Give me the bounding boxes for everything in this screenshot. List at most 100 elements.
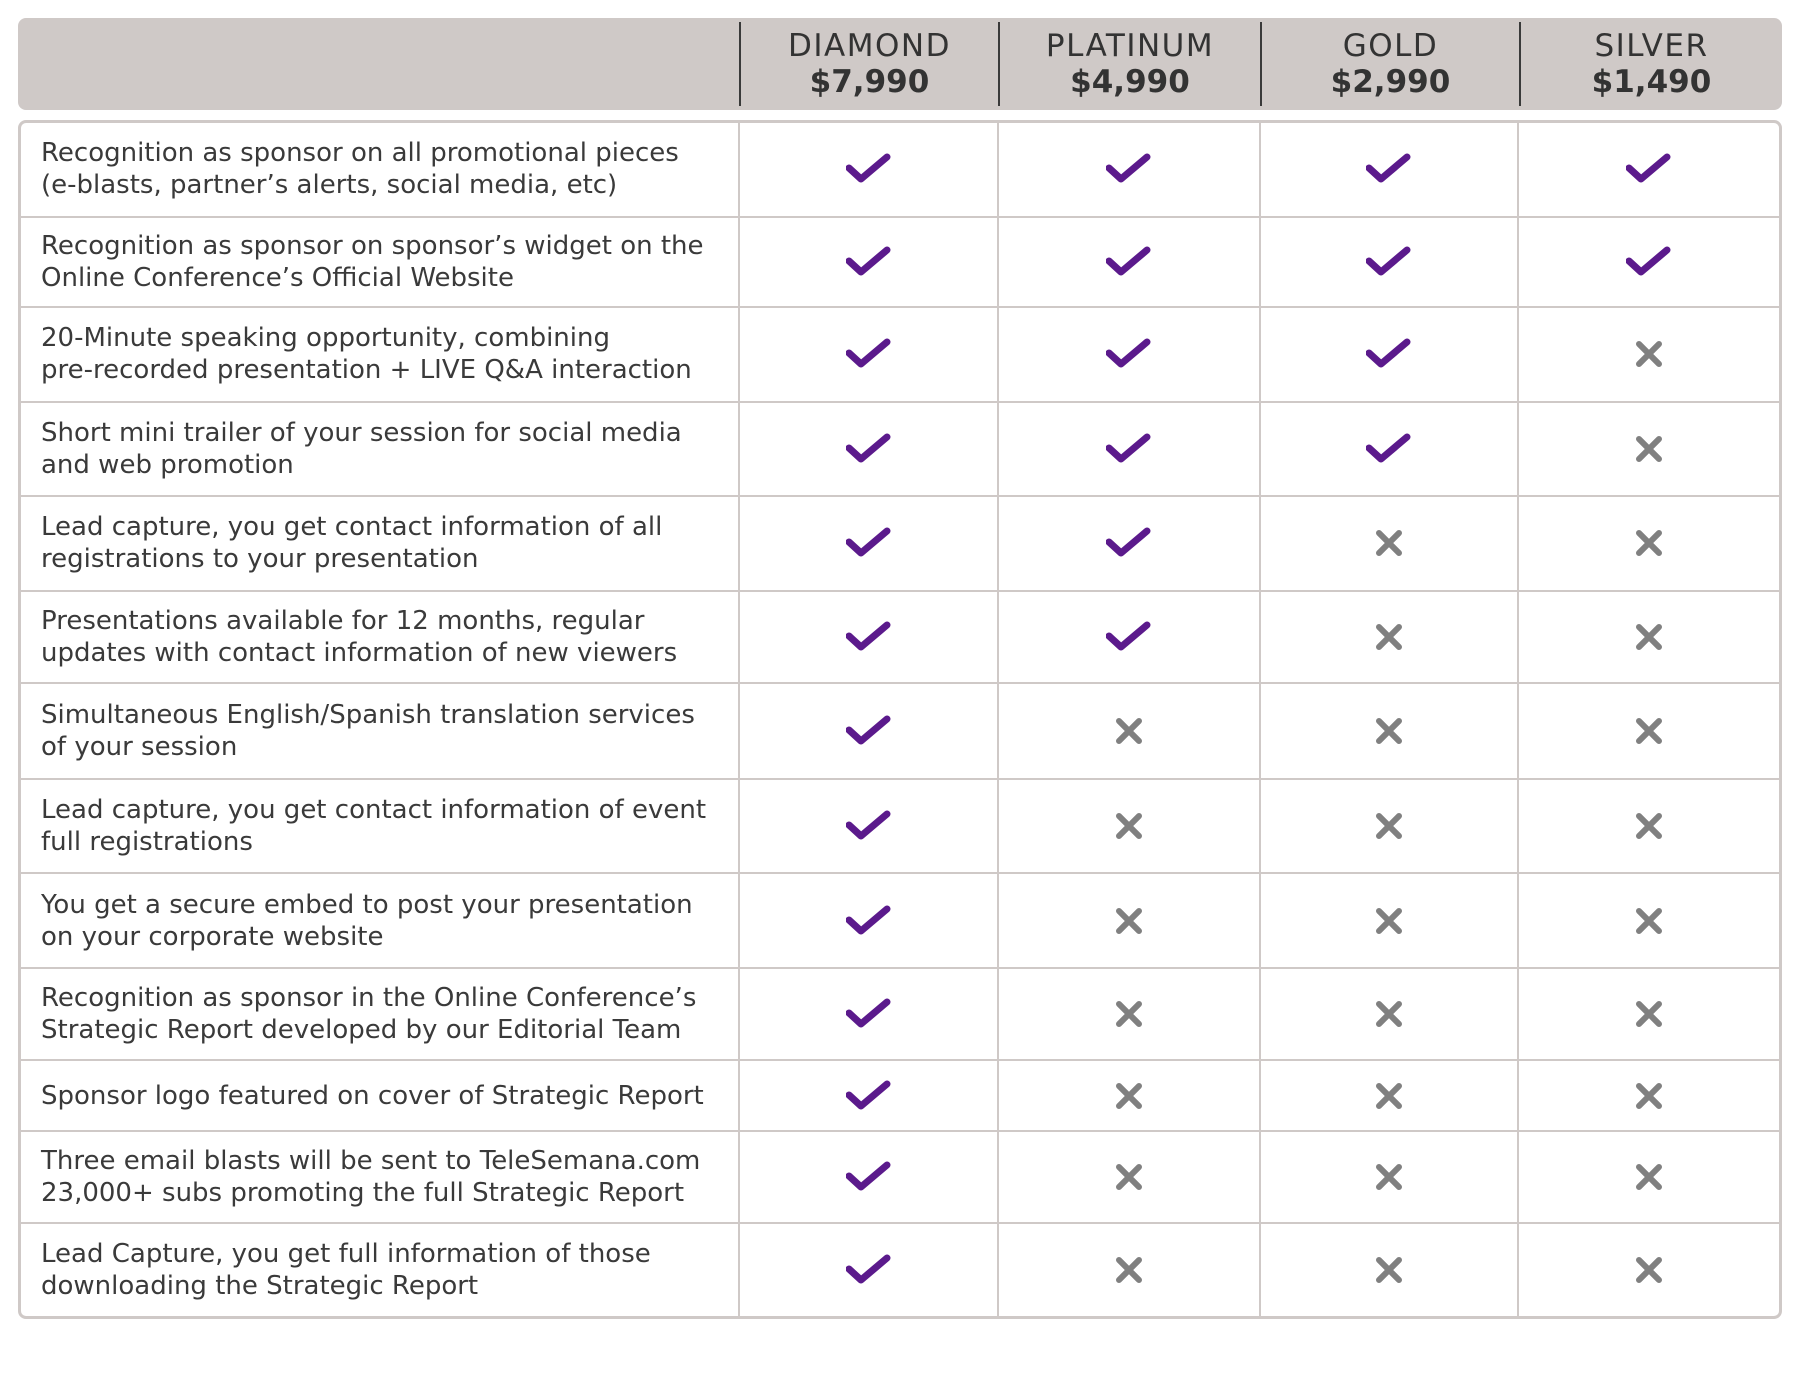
feature-text-line: Strategic Report developed by our Editor… xyxy=(41,1015,682,1046)
checkmark-icon xyxy=(845,621,891,651)
tier-platinum-cell xyxy=(997,591,1259,683)
tier-gold-cell xyxy=(1258,874,1518,967)
tier-gold-header: GOLD $2,990 xyxy=(1260,22,1519,106)
table-row: Recognition as sponsor in the Online Con… xyxy=(21,966,1779,1060)
tier-silver-cell xyxy=(1517,779,1779,873)
table-row: 20-Minute speaking opportunity, combinin… xyxy=(21,306,1779,401)
tier-gold-cell xyxy=(1258,402,1518,496)
tier-diamond-header: DIAMOND $7,990 xyxy=(739,22,998,106)
feature-text-line: You get a secure embed to post your pres… xyxy=(41,889,693,920)
table-row: Simultaneous English/Spanish translation… xyxy=(21,682,1779,778)
tier-diamond-cell xyxy=(737,874,998,967)
feature-description: Lead capture, you get contact informatio… xyxy=(21,780,738,873)
tier-diamond-cell xyxy=(737,1224,998,1317)
tier-diamond-cell xyxy=(737,1131,998,1223)
tier-platinum-cell xyxy=(997,1061,1259,1130)
feature-description: Simultaneous English/Spanish translation… xyxy=(21,684,738,778)
cross-icon xyxy=(1376,1082,1403,1109)
tier-gold-cell xyxy=(1258,1224,1518,1317)
tier-silver-cell xyxy=(1517,123,1779,216)
feature-description: Presentations available for 12 months, r… xyxy=(21,592,738,683)
cross-icon xyxy=(1116,907,1143,934)
feature-text-line: 20-Minute speaking opportunity, combinin… xyxy=(41,323,610,354)
feature-description: You get a secure embed to post your pres… xyxy=(21,874,738,967)
tier-platinum-cell xyxy=(997,497,1259,590)
tier-platinum-cell xyxy=(997,1131,1259,1223)
cross-icon xyxy=(1636,1082,1663,1109)
tier-platinum-cell xyxy=(997,217,1259,307)
feature-description: Short mini trailer of your session for s… xyxy=(21,403,738,496)
tier-silver-cell xyxy=(1517,217,1779,307)
cross-icon xyxy=(1376,1001,1403,1028)
feature-text-line: Online Conference’s Official Website xyxy=(41,262,514,293)
feature-text-line: Recognition as sponsor on sponsor’s widg… xyxy=(41,230,704,261)
tier-gold-cell xyxy=(1258,123,1518,216)
tier-platinum-cell xyxy=(997,684,1259,778)
tier-diamond-cell xyxy=(737,779,998,873)
tier-diamond-cell xyxy=(737,1061,998,1130)
tier-gold-cell xyxy=(1258,308,1518,401)
feature-description: Recognition as sponsor on all promotiona… xyxy=(21,123,738,216)
feature-text-line: updates with contact information of new … xyxy=(41,637,678,668)
checkmark-icon xyxy=(1626,246,1671,276)
table-row: Lead capture, you get contact informatio… xyxy=(21,777,1779,873)
tier-name: PLATINUM xyxy=(1045,28,1215,64)
cross-icon xyxy=(1636,530,1663,557)
tier-silver-cell xyxy=(1517,1131,1779,1223)
tier-silver-cell xyxy=(1517,308,1779,401)
cross-icon xyxy=(1116,717,1143,744)
cross-icon xyxy=(1636,1001,1663,1028)
checkmark-icon xyxy=(1106,621,1151,651)
table-row: Three email blasts will be sent to TeleS… xyxy=(21,1129,1779,1223)
checkmark-icon xyxy=(845,1254,891,1284)
checkmark-icon xyxy=(845,246,891,276)
checkmark-icon xyxy=(1106,246,1151,276)
tier-gold-cell xyxy=(1258,1131,1518,1223)
tier-diamond-cell xyxy=(737,308,998,401)
feature-text-line: Simultaneous English/Spanish translation… xyxy=(41,699,695,730)
tier-price: $2,990 xyxy=(1330,64,1451,100)
tier-silver-cell xyxy=(1517,1224,1779,1317)
feature-description: Sponsor logo featured on cover of Strate… xyxy=(21,1061,738,1130)
checkmark-icon xyxy=(1106,527,1151,557)
tier-gold-cell xyxy=(1258,1061,1518,1130)
tier-price: $7,990 xyxy=(809,64,930,100)
feature-text-line: Three email blasts will be sent to TeleS… xyxy=(41,1146,701,1177)
cross-icon xyxy=(1376,530,1403,557)
cross-icon xyxy=(1636,1257,1663,1284)
feature-text-line: Presentations available for 12 months, r… xyxy=(41,605,645,636)
cross-icon xyxy=(1636,1164,1663,1191)
table-row: Recognition as sponsor on all promotiona… xyxy=(21,123,1779,216)
feature-text-line: (e-blasts, partner’s alerts, social medi… xyxy=(41,170,618,201)
cross-icon xyxy=(1376,623,1403,650)
feature-text-line: full registrations xyxy=(41,826,253,857)
cross-icon xyxy=(1376,907,1403,934)
cross-icon xyxy=(1636,435,1663,462)
feature-text-line: pre-recorded presentation + LIVE Q&A int… xyxy=(41,355,692,386)
tier-gold-cell xyxy=(1258,968,1518,1060)
checkmark-icon xyxy=(845,433,891,463)
cross-icon xyxy=(1636,341,1663,368)
tier-gold-cell xyxy=(1258,217,1518,307)
cross-icon xyxy=(1376,1164,1403,1191)
tier-platinum-header: PLATINUM $4,990 xyxy=(998,22,1260,106)
tier-silver-cell xyxy=(1517,968,1779,1060)
tier-silver-cell xyxy=(1517,684,1779,778)
tier-diamond-cell xyxy=(737,402,998,496)
feature-description: Lead Capture, you get full information o… xyxy=(21,1224,738,1316)
tier-platinum-cell xyxy=(997,402,1259,496)
tier-platinum-cell xyxy=(997,968,1259,1060)
header-blank-cell xyxy=(18,22,739,106)
table-row: Short mini trailer of your session for s… xyxy=(21,400,1779,496)
tier-price: $4,990 xyxy=(1070,64,1190,100)
table-row: Lead Capture, you get full information o… xyxy=(21,1222,1779,1317)
tier-price: $1,490 xyxy=(1591,64,1712,100)
tier-platinum-cell xyxy=(997,308,1259,401)
feature-description: 20-Minute speaking opportunity, combinin… xyxy=(21,308,738,401)
tier-gold-cell xyxy=(1258,779,1518,873)
tier-silver-cell xyxy=(1517,402,1779,496)
checkmark-icon xyxy=(845,1161,891,1191)
cross-icon xyxy=(1636,812,1663,839)
tier-platinum-cell xyxy=(997,779,1259,873)
tier-name: GOLD xyxy=(1342,28,1439,64)
